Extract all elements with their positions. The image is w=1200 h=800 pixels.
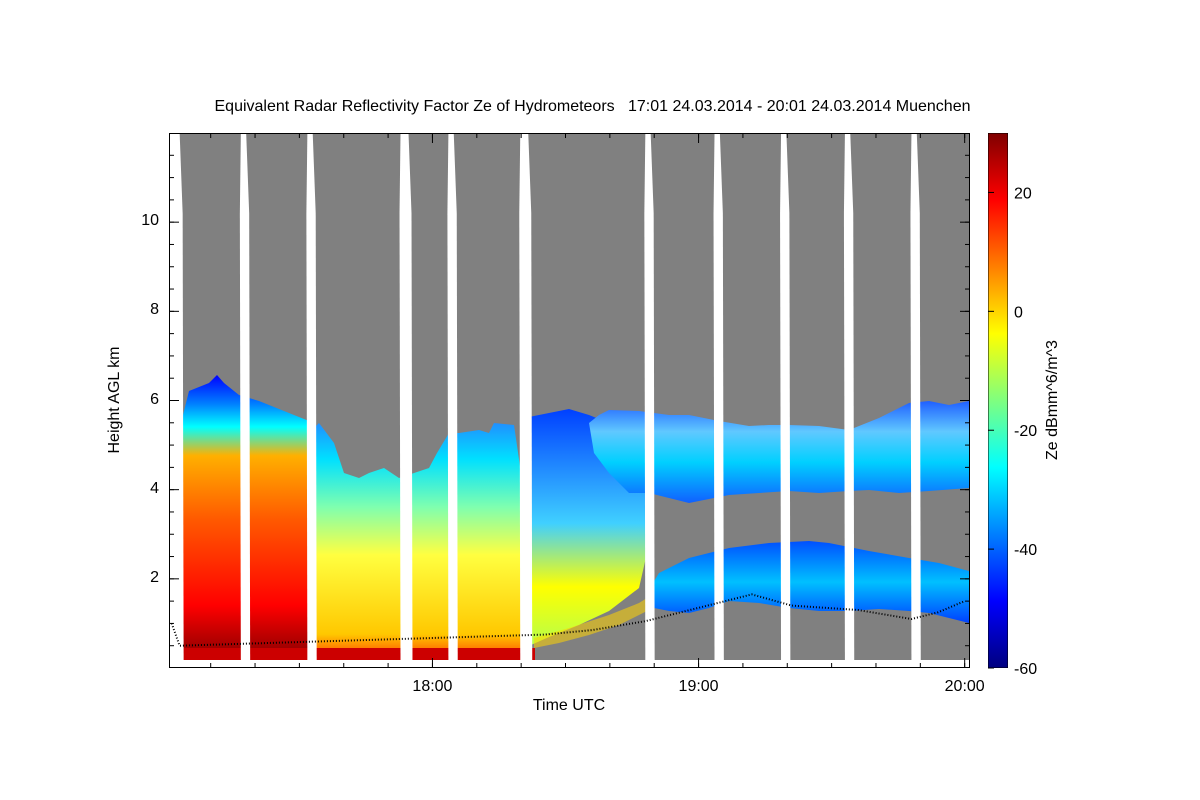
axis-ticks <box>169 133 970 668</box>
cloud-base-line <box>170 593 966 647</box>
data-gap-9 <box>843 133 855 668</box>
chart-title: Equivalent Radar Reflectivity Factor Ze … <box>214 98 971 115</box>
x-tick-label-0: 18:00 <box>412 678 453 695</box>
surface-blank-strip <box>169 660 970 668</box>
data-gap-7 <box>713 133 724 668</box>
echo-region-mid <box>309 423 524 663</box>
colorbar-label: Ze dBmm^6/m^3 <box>1044 340 1061 460</box>
data-gap-5 <box>519 133 533 668</box>
y-tick-label-2: 6 <box>150 390 159 408</box>
x-axis-label: Time UTC <box>532 697 606 714</box>
colorbar-ticks: 20 0 -20 -40 -60 <box>988 185 1037 678</box>
data-gap-6 <box>644 133 655 668</box>
echo-region-base <box>534 598 647 648</box>
colorbar-tick-label-0: 20 <box>1014 185 1032 202</box>
y-tick-label-4: 10 <box>141 212 159 230</box>
surface-echo-strip <box>175 648 535 660</box>
colorbar-tick-label-3: -40 <box>1014 542 1037 559</box>
data-gap-1 <box>239 133 251 668</box>
x-tick-label-1: 19:00 <box>678 678 719 695</box>
echo-region-lower <box>647 541 969 623</box>
colorbar-tick-label-1: 0 <box>1014 304 1023 321</box>
data-gap-2 <box>306 133 317 668</box>
colorbar-tick-label-4: -60 <box>1014 661 1037 678</box>
reflectivity-plot <box>169 133 970 668</box>
y-tick-label-3: 8 <box>150 301 159 319</box>
echo-region-upper <box>589 401 969 503</box>
y-tick-label-0: 2 <box>150 568 159 586</box>
colorbar <box>987 132 1009 669</box>
y-tick-label-1: 4 <box>150 479 159 497</box>
data-gap-3 <box>399 133 413 668</box>
y-axis-label: Height AGL km <box>106 346 123 454</box>
x-tick-label-2: 20:00 <box>944 678 985 695</box>
colorbar-gradient <box>987 132 1009 669</box>
data-gap-10 <box>910 133 921 668</box>
echo-regions <box>171 375 969 663</box>
colorbar-tick-label-2: -20 <box>1014 423 1037 440</box>
data-gap-4 <box>447 133 458 668</box>
data-gap-8 <box>780 133 791 668</box>
